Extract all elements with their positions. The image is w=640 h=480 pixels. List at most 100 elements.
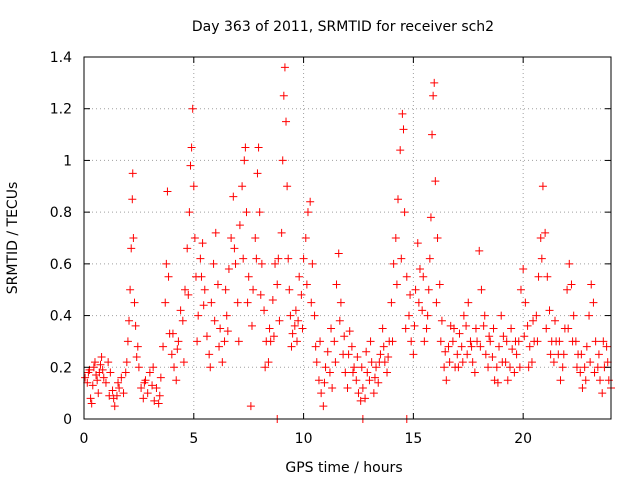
data-point: [374, 378, 383, 387]
data-point: [302, 280, 311, 289]
data-point: [90, 358, 99, 367]
y-axis-title: SRMTID / TECUs: [5, 182, 21, 295]
data-point: [288, 329, 297, 338]
data-point: [291, 306, 300, 315]
data-point: [534, 272, 543, 281]
data-point: [133, 342, 142, 351]
data-point: [234, 337, 243, 346]
y-tick-label: 0.2: [50, 360, 72, 376]
data-point: [128, 169, 137, 178]
data-point: [206, 363, 215, 372]
data-point: [137, 383, 146, 392]
data-point: [202, 332, 211, 341]
data-point: [383, 368, 392, 377]
data-point: [502, 337, 511, 346]
data-point: [311, 342, 320, 351]
data-point: [188, 104, 197, 113]
data-point: [98, 365, 107, 374]
data-point: [495, 342, 504, 351]
data-point: [464, 298, 473, 307]
data-point: [455, 329, 464, 338]
data-point: [249, 285, 258, 294]
data-point: [256, 290, 265, 299]
data-point: [376, 350, 385, 359]
data-point: [121, 368, 130, 377]
data-point: [369, 389, 378, 398]
data-point: [320, 378, 329, 387]
data-point: [275, 316, 284, 325]
data-point: [467, 342, 476, 351]
data-point: [198, 239, 207, 248]
data-point: [312, 358, 321, 367]
data-point: [581, 376, 590, 385]
data-point: [299, 254, 308, 263]
data-point: [424, 285, 433, 294]
data-point: [546, 350, 555, 359]
data-point: [497, 311, 506, 320]
data-point: [559, 350, 568, 359]
data-point: [240, 156, 249, 165]
data-point: [122, 358, 131, 367]
data-point: [362, 347, 371, 356]
y-tick-label: 0.8: [50, 205, 72, 221]
data-point: [269, 332, 278, 341]
data-point: [174, 337, 183, 346]
data-point: [140, 378, 149, 387]
data-point: [394, 195, 403, 204]
data-point: [159, 342, 168, 351]
data-point: [353, 352, 362, 361]
data-point: [345, 327, 354, 336]
data-point: [101, 378, 110, 387]
data-point: [442, 376, 451, 385]
data-point: [279, 91, 288, 100]
data-point: [283, 182, 292, 191]
data-point: [271, 259, 280, 268]
y-tick-label: 0.4: [50, 309, 72, 325]
data-points: [81, 63, 615, 423]
data-point: [348, 368, 357, 377]
data-point: [437, 316, 446, 325]
data-point: [105, 391, 114, 400]
data-point: [128, 195, 137, 204]
data-point: [603, 358, 612, 367]
data-point: [356, 396, 365, 405]
data-point: [325, 368, 334, 377]
data-point: [297, 290, 306, 299]
data-point: [154, 399, 163, 408]
data-point: [117, 373, 126, 382]
data-point: [221, 285, 230, 294]
data-point: [387, 298, 396, 307]
data-point: [375, 358, 384, 367]
data-point: [541, 228, 550, 237]
data-point: [409, 350, 418, 359]
data-point: [520, 332, 529, 341]
data-point: [537, 254, 546, 263]
data-point: [441, 347, 450, 356]
data-point: [468, 358, 477, 367]
data-point: [357, 363, 366, 372]
data-point: [200, 285, 209, 294]
data-point: [110, 402, 119, 411]
data-point: [189, 182, 198, 191]
data-point: [591, 337, 600, 346]
data-point: [458, 358, 467, 367]
data-point: [519, 265, 528, 274]
data-point: [484, 363, 493, 372]
data-point: [389, 259, 398, 268]
data-point: [335, 316, 344, 325]
data-point: [533, 337, 542, 346]
data-point: [257, 259, 266, 268]
data-point: [81, 373, 90, 382]
data-point: [205, 350, 214, 359]
data-point: [247, 321, 256, 330]
data-point: [341, 368, 350, 377]
data-point: [163, 187, 172, 196]
data-point: [246, 402, 255, 411]
data-point: [161, 298, 170, 307]
data-point: [334, 249, 343, 258]
data-point: [604, 376, 613, 385]
data-point: [524, 363, 533, 372]
data-point: [378, 324, 387, 333]
data-point: [229, 192, 238, 201]
data-point: [112, 391, 121, 400]
